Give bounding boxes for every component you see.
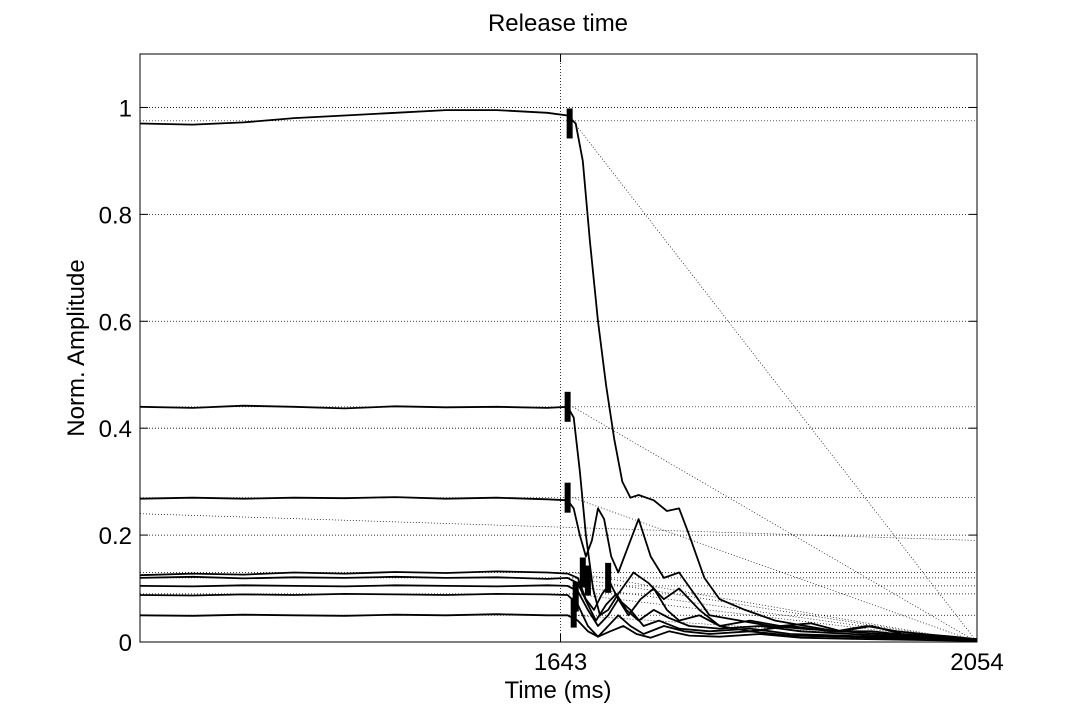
- y-tick-label: 1: [119, 95, 132, 122]
- release-marker: [605, 562, 612, 593]
- release-marker: [570, 597, 577, 628]
- y-tick-label: 0.4: [99, 416, 132, 443]
- x-tick-label: 1643: [534, 649, 587, 676]
- x-axis-label: Time (ms): [504, 677, 611, 704]
- amplitude-curve: [139, 109, 978, 641]
- amplitude-curve: [139, 613, 978, 642]
- y-tick-label: 0.6: [99, 309, 132, 336]
- release-marker: [584, 565, 591, 596]
- y-tick-label: 0.2: [99, 523, 132, 550]
- x-tick-label: 2054: [950, 649, 1003, 676]
- axis-ticks: 0 0.2 0.4 0.6 0.8 1 1643 2054: [99, 54, 1004, 676]
- y-tick-label: 0.8: [99, 202, 132, 229]
- amplitude-curve: [139, 496, 978, 641]
- y-axis-label: Norm. Amplitude: [63, 259, 90, 436]
- release-markers: [564, 108, 612, 628]
- chart-title: Release time: [488, 10, 628, 37]
- release-marker: [564, 482, 571, 513]
- amplitude-curve: [139, 584, 978, 641]
- plot-area: [140, 54, 977, 642]
- release-marker: [572, 581, 579, 612]
- release-marker: [564, 391, 571, 422]
- release-marker: [566, 108, 573, 139]
- amplitude-curves: [139, 109, 978, 642]
- plot-frame: [139, 53, 978, 643]
- release-marker: [579, 557, 586, 588]
- grid: [140, 54, 977, 642]
- decay-guide-line: [572, 577, 978, 643]
- decay-guide-line: [572, 497, 978, 643]
- y-tick-label: 0: [119, 630, 132, 657]
- decay-guide-line: [572, 120, 978, 643]
- decay-guide-line: [572, 585, 978, 643]
- amplitude-curve: [139, 575, 978, 641]
